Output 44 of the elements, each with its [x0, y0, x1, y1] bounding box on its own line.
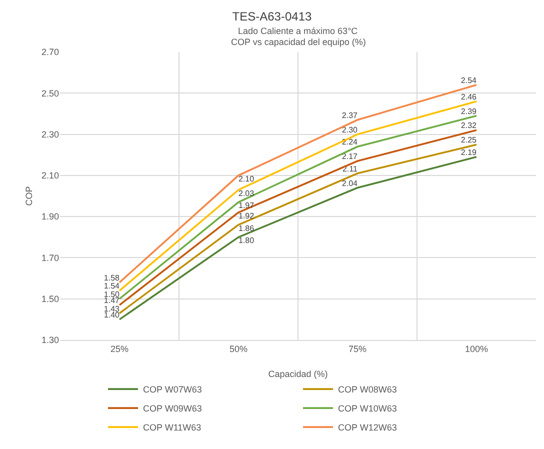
- data-label: 2.37: [342, 110, 358, 120]
- y-tick-label: 2.70: [41, 47, 59, 58]
- data-label: 2.54: [460, 76, 478, 85]
- data-label: 1.92: [238, 211, 255, 220]
- y-tick-label: 1.90: [41, 212, 59, 222]
- data-label: 2.10: [238, 174, 255, 184]
- legend-label: COP W12W63: [338, 422, 397, 433]
- data-label: 2.25: [460, 136, 478, 145]
- data-label: 2.39: [460, 106, 478, 116]
- legend-label: COP W11W63: [143, 422, 202, 433]
- y-tick-label: 2.50: [41, 88, 59, 98]
- data-label: 2.30: [342, 125, 358, 134]
- data-label: 2.32: [460, 121, 478, 130]
- data-label: 1.50: [104, 290, 120, 299]
- data-label: 1.47: [104, 296, 120, 306]
- data-label: 1.86: [238, 224, 255, 233]
- data-label: 2.04: [342, 178, 358, 188]
- y-tick-label: 1.30: [41, 335, 59, 346]
- y-tick-label: 1.50: [41, 294, 59, 304]
- legend-label: COP W09W63: [143, 404, 202, 414]
- data-label: 2.03: [238, 188, 255, 198]
- data-label: 2.46: [460, 92, 478, 102]
- x-tick-label: 50%: [229, 344, 248, 354]
- text: COP vs capacidad del equipo (%): [231, 37, 366, 47]
- y-tick-label: 2.30: [41, 129, 59, 140]
- x-axis-title: Capacidad (%): [268, 369, 328, 379]
- y-tick-label: 1.70: [41, 252, 59, 263]
- legend-label: COP W10W63: [338, 404, 397, 414]
- chart-title: TES-A63-0413: [232, 9, 312, 24]
- data-label: 1.97: [238, 201, 255, 210]
- data-label: 1.58: [104, 273, 120, 282]
- data-label: 2.24: [342, 138, 358, 147]
- y-axis-title: COP: [24, 186, 34, 206]
- x-tick-label: 25%: [110, 344, 129, 354]
- chart-subtitle: Lado Caliente a máximo 63°C: [238, 26, 358, 36]
- data-label: 1.80: [238, 236, 255, 246]
- legend-label: COP W07W63: [143, 384, 202, 395]
- data-label: 1.54: [104, 282, 120, 291]
- x-tick-label: 100%: [464, 344, 488, 354]
- x-tick-label: 75%: [348, 344, 367, 354]
- data-label: 2.19: [460, 148, 478, 157]
- y-tick-label: 2.10: [41, 170, 59, 181]
- data-label: 2.17: [342, 152, 358, 162]
- legend-label: COP W08W63: [338, 384, 397, 395]
